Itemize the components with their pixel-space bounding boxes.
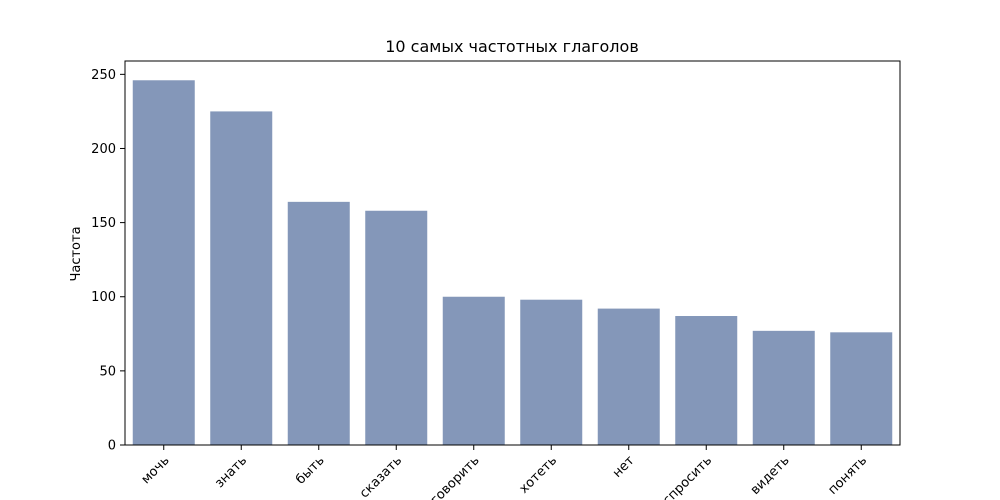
y-tick-label: 250 xyxy=(91,68,116,83)
x-tick-label: быть xyxy=(293,453,327,487)
bar-3 xyxy=(365,211,427,445)
bar-4 xyxy=(443,297,505,445)
y-tick-label: 0 xyxy=(108,439,116,454)
x-tick-label: видеть xyxy=(748,453,793,498)
x-tick-label: говорить xyxy=(428,453,483,500)
chart-title: 10 самых частотных глаголов xyxy=(385,37,639,56)
bar-9 xyxy=(830,332,892,445)
x-tick-label: хотеть xyxy=(517,453,560,496)
x-axis: мочь знать быть сказать говорить хотеть нет спр… xyxy=(139,445,871,500)
bar-7 xyxy=(675,316,737,445)
bar-6 xyxy=(598,309,660,445)
bar-1 xyxy=(210,111,272,445)
y-axis: 0 50 100 150 200 250 xyxy=(91,68,125,454)
y-tick-label: 100 xyxy=(91,290,116,305)
bar-8 xyxy=(753,331,815,445)
y-tick-label: 50 xyxy=(99,364,116,379)
y-tick-label: 200 xyxy=(91,142,116,157)
bars-layer xyxy=(133,80,893,445)
y-axis-label: Частота xyxy=(69,226,84,281)
y-tick-label: 150 xyxy=(91,216,116,231)
x-tick-label: мочь xyxy=(139,453,173,487)
bar-0 xyxy=(133,80,195,445)
bar-2 xyxy=(288,202,350,445)
x-tick-label: сказать xyxy=(357,453,405,500)
x-tick-label: знать xyxy=(212,453,250,491)
x-tick-label: спросить xyxy=(660,453,715,500)
bar-5 xyxy=(520,300,582,445)
x-tick-label: нет xyxy=(610,453,638,481)
x-tick-label: понять xyxy=(826,453,871,498)
